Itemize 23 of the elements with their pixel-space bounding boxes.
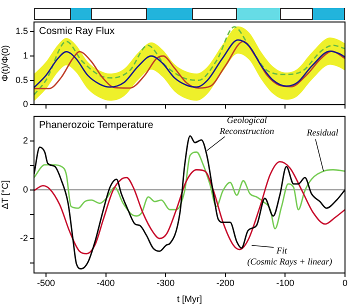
chart-title: Phanerozoic Temperature xyxy=(39,120,154,132)
y-tick-label: 0.5 xyxy=(15,74,28,85)
annotation: Residual xyxy=(306,128,339,138)
y-axis-title: ΔT [°C] xyxy=(0,180,10,210)
line-series xyxy=(34,160,345,254)
y-tick-label: 1 xyxy=(22,50,28,60)
y-tick-label: 0 xyxy=(22,99,28,110)
y-axis-title: Φ(t)/Φ(0) xyxy=(0,45,10,82)
annotation: Fit (Cosmic Rays + linear) xyxy=(247,246,332,267)
x-axis-title: t [Myr] xyxy=(177,294,202,304)
x-tick-label: -100 xyxy=(276,278,294,288)
x-tick-label: 0 xyxy=(342,278,348,288)
x-tick-label: -500 xyxy=(36,278,55,288)
annotation: Geological Reconstruction xyxy=(218,115,275,136)
x-tick-label: -200 xyxy=(216,278,234,288)
y-tick-label: 0 xyxy=(22,184,28,194)
y-tick-label: 1.5 xyxy=(15,26,28,36)
line-series xyxy=(34,151,345,230)
x-tick-label: -300 xyxy=(156,278,175,288)
y-tick-label: -2 xyxy=(20,233,28,244)
chart-title: Cosmic Ray Flux xyxy=(39,26,115,37)
y-tick-label: 2 xyxy=(22,135,28,146)
x-tick-label: -400 xyxy=(96,278,115,288)
